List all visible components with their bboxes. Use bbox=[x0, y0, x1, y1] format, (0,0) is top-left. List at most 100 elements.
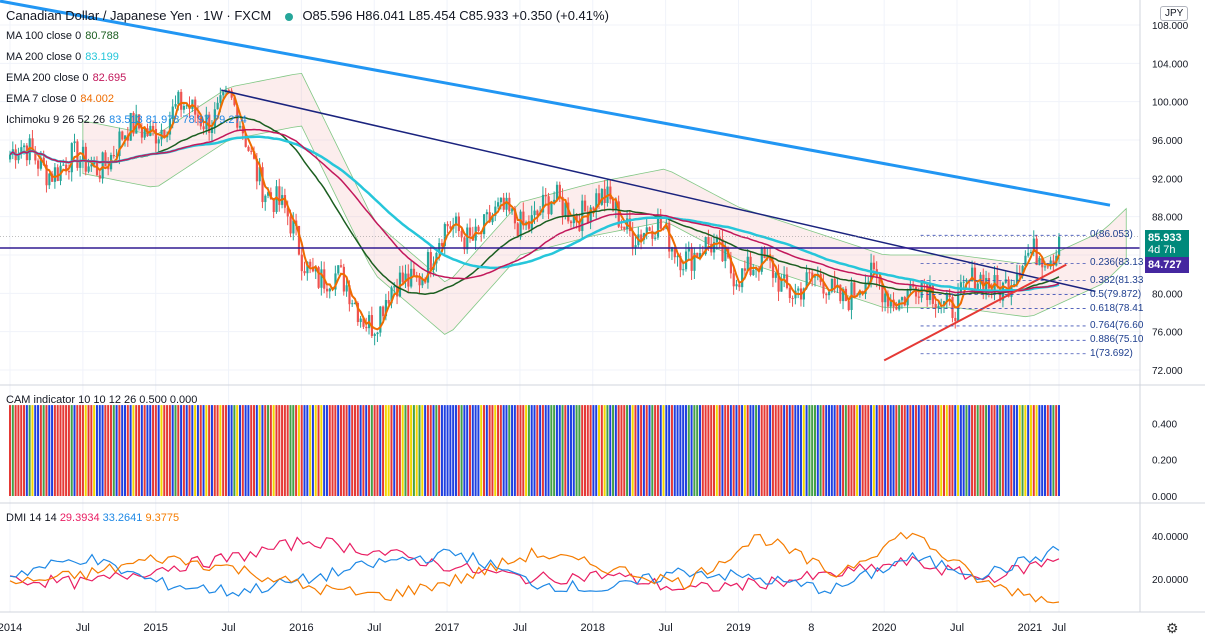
cam-bar bbox=[224, 405, 227, 496]
candle-body bbox=[830, 278, 834, 292]
dmi-label[interactable]: DMI 14 14 29.3934 33.2641 9.3775 bbox=[6, 512, 180, 524]
candle-body bbox=[98, 175, 101, 179]
candle-body bbox=[202, 126, 205, 130]
cam-bar bbox=[424, 405, 427, 496]
settings-gear-icon[interactable]: ⚙ bbox=[1166, 620, 1179, 636]
cam-bar bbox=[241, 405, 244, 496]
dmi-lines bbox=[9, 531, 1060, 604]
candle-body bbox=[362, 318, 365, 327]
candle-body bbox=[763, 248, 766, 259]
cam-bar bbox=[480, 405, 483, 496]
cam-bar bbox=[233, 405, 236, 496]
legend-ichimoku[interactable]: Ichimoku 9 26 52 26 83.513 81.978 78.97 7… bbox=[6, 114, 247, 126]
cam-bar bbox=[788, 405, 791, 496]
cam-bar bbox=[752, 405, 755, 496]
cam-bar bbox=[673, 405, 676, 496]
candle-body bbox=[387, 300, 390, 304]
cam-bar bbox=[34, 405, 37, 496]
cam-bar bbox=[794, 405, 797, 496]
cam-bar bbox=[373, 405, 376, 496]
cam-bar bbox=[707, 405, 710, 496]
cam-bar bbox=[943, 405, 946, 496]
currency-button[interactable]: JPY bbox=[1160, 6, 1189, 21]
cam-bar bbox=[934, 405, 937, 496]
candle-body bbox=[468, 227, 472, 236]
candle-body bbox=[37, 160, 40, 169]
candle-body bbox=[325, 288, 329, 292]
cam-bar bbox=[598, 405, 601, 496]
cam-bar bbox=[1001, 405, 1004, 496]
cam-bar bbox=[735, 405, 738, 496]
candle-body bbox=[1004, 279, 1007, 283]
cam-bar bbox=[339, 405, 342, 496]
cam-bar bbox=[1021, 405, 1024, 496]
cam-bar bbox=[51, 405, 54, 496]
cam-bar bbox=[555, 405, 558, 496]
cam-bar bbox=[971, 405, 974, 496]
cam-bar bbox=[819, 405, 822, 496]
candle-body bbox=[878, 277, 881, 284]
candle-body bbox=[443, 224, 446, 246]
candle-body bbox=[1041, 257, 1044, 268]
candle-body bbox=[65, 164, 68, 172]
legend-ema200[interactable]: EMA 200 close 0 82.695 bbox=[6, 72, 127, 84]
cam-bar bbox=[84, 405, 87, 496]
cam-bar bbox=[168, 405, 171, 496]
candle-body bbox=[199, 118, 202, 127]
candle-body bbox=[303, 271, 306, 274]
ohlc-readout: O85.596 H86.041 L85.454 C85.933 +0.350 (… bbox=[302, 8, 609, 23]
cam-bar bbox=[1052, 405, 1055, 496]
candle-body bbox=[1038, 257, 1041, 266]
candle-body bbox=[219, 95, 222, 103]
cam-bar bbox=[382, 405, 385, 496]
cam-bar bbox=[149, 405, 152, 496]
candle-body bbox=[62, 164, 65, 166]
cam-bar bbox=[987, 405, 990, 496]
cam-indicator-label[interactable]: CAM indicator 10 10 12 26 0.500 0.000 bbox=[6, 394, 198, 406]
candle-body bbox=[1046, 266, 1049, 268]
cam-bar bbox=[25, 405, 28, 496]
cam-bar bbox=[729, 405, 732, 496]
candle-body bbox=[227, 90, 230, 92]
candle-body bbox=[881, 283, 884, 303]
cam-bar bbox=[626, 405, 629, 496]
candle-body bbox=[962, 281, 965, 283]
cam-bar bbox=[311, 405, 314, 496]
candle-body bbox=[174, 104, 177, 107]
candle-body bbox=[306, 261, 309, 274]
legend-ma100[interactable]: MA 100 close 0 80.788 bbox=[6, 30, 119, 42]
cam-bar bbox=[160, 405, 163, 496]
candle-body bbox=[31, 138, 34, 151]
legend-ema7[interactable]: EMA 7 close 0 84.002 bbox=[6, 93, 114, 105]
candle-body bbox=[581, 200, 584, 232]
cam-bar bbox=[396, 405, 399, 496]
cam-bar bbox=[774, 405, 777, 496]
cam-bar bbox=[87, 405, 90, 496]
x-tick-label: 2018 bbox=[581, 622, 605, 634]
candle-body bbox=[954, 317, 957, 322]
cam-bar bbox=[553, 405, 556, 496]
candles-group bbox=[9, 85, 1061, 346]
cam-bar bbox=[104, 405, 107, 496]
candle-body bbox=[900, 297, 904, 301]
cam-y-tick: 0.000 bbox=[1152, 492, 1177, 503]
cam-bar bbox=[766, 405, 769, 496]
cam-bar bbox=[783, 405, 786, 496]
cam-bar bbox=[390, 405, 393, 496]
cam-bar bbox=[508, 405, 511, 496]
candle-body bbox=[771, 260, 775, 278]
candle-body bbox=[317, 267, 320, 288]
fib-level-1: 1(73.692) bbox=[1090, 348, 1133, 359]
cam-bar bbox=[816, 405, 819, 496]
cam-bar bbox=[920, 405, 923, 496]
cam-bar bbox=[836, 405, 839, 496]
legend-ma200[interactable]: MA 200 close 0 83.199 bbox=[6, 51, 119, 63]
cam-bar bbox=[1027, 405, 1030, 496]
cam-bar bbox=[990, 405, 993, 496]
cam-bar bbox=[715, 405, 718, 496]
candle-body bbox=[886, 293, 890, 307]
candle-body bbox=[783, 274, 786, 279]
cam-bar bbox=[847, 405, 850, 496]
x-tick-label: 2020 bbox=[872, 622, 896, 634]
cam-bar bbox=[31, 405, 34, 496]
